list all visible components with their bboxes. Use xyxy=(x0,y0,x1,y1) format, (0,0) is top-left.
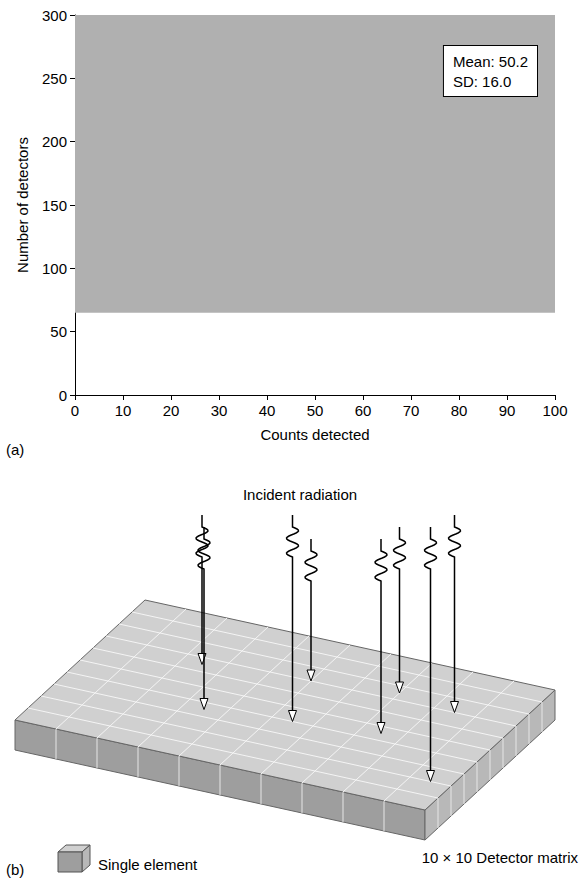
svg-text:50: 50 xyxy=(50,323,67,340)
svg-text:50: 50 xyxy=(307,402,324,419)
svg-text:Incident radiation: Incident radiation xyxy=(243,486,357,503)
svg-text:150: 150 xyxy=(42,197,67,214)
svg-text:10 × 10 Detector matrix: 10 × 10 Detector matrix xyxy=(422,849,579,866)
svg-text:300: 300 xyxy=(42,7,67,24)
svg-text:SD: 16.0: SD: 16.0 xyxy=(453,73,511,90)
svg-text:0: 0 xyxy=(71,402,79,419)
svg-text:(b): (b) xyxy=(6,861,24,878)
svg-text:100: 100 xyxy=(542,402,567,419)
svg-text:80: 80 xyxy=(451,402,468,419)
svg-text:Counts detected: Counts detected xyxy=(260,426,369,443)
svg-text:(a): (a) xyxy=(6,441,24,458)
svg-text:0: 0 xyxy=(59,387,67,404)
svg-text:90: 90 xyxy=(499,402,516,419)
svg-text:10: 10 xyxy=(115,402,132,419)
svg-text:40: 40 xyxy=(259,402,276,419)
svg-text:30: 30 xyxy=(211,402,228,419)
svg-text:70: 70 xyxy=(403,402,420,419)
svg-text:200: 200 xyxy=(42,133,67,150)
svg-text:Single element: Single element xyxy=(98,856,198,873)
svg-text:Mean: 50.2: Mean: 50.2 xyxy=(453,53,528,70)
svg-text:100: 100 xyxy=(42,260,67,277)
svg-text:20: 20 xyxy=(163,402,180,419)
svg-text:Number of detectors: Number of detectors xyxy=(14,137,31,273)
svg-text:60: 60 xyxy=(355,402,372,419)
svg-text:250: 250 xyxy=(42,70,67,87)
